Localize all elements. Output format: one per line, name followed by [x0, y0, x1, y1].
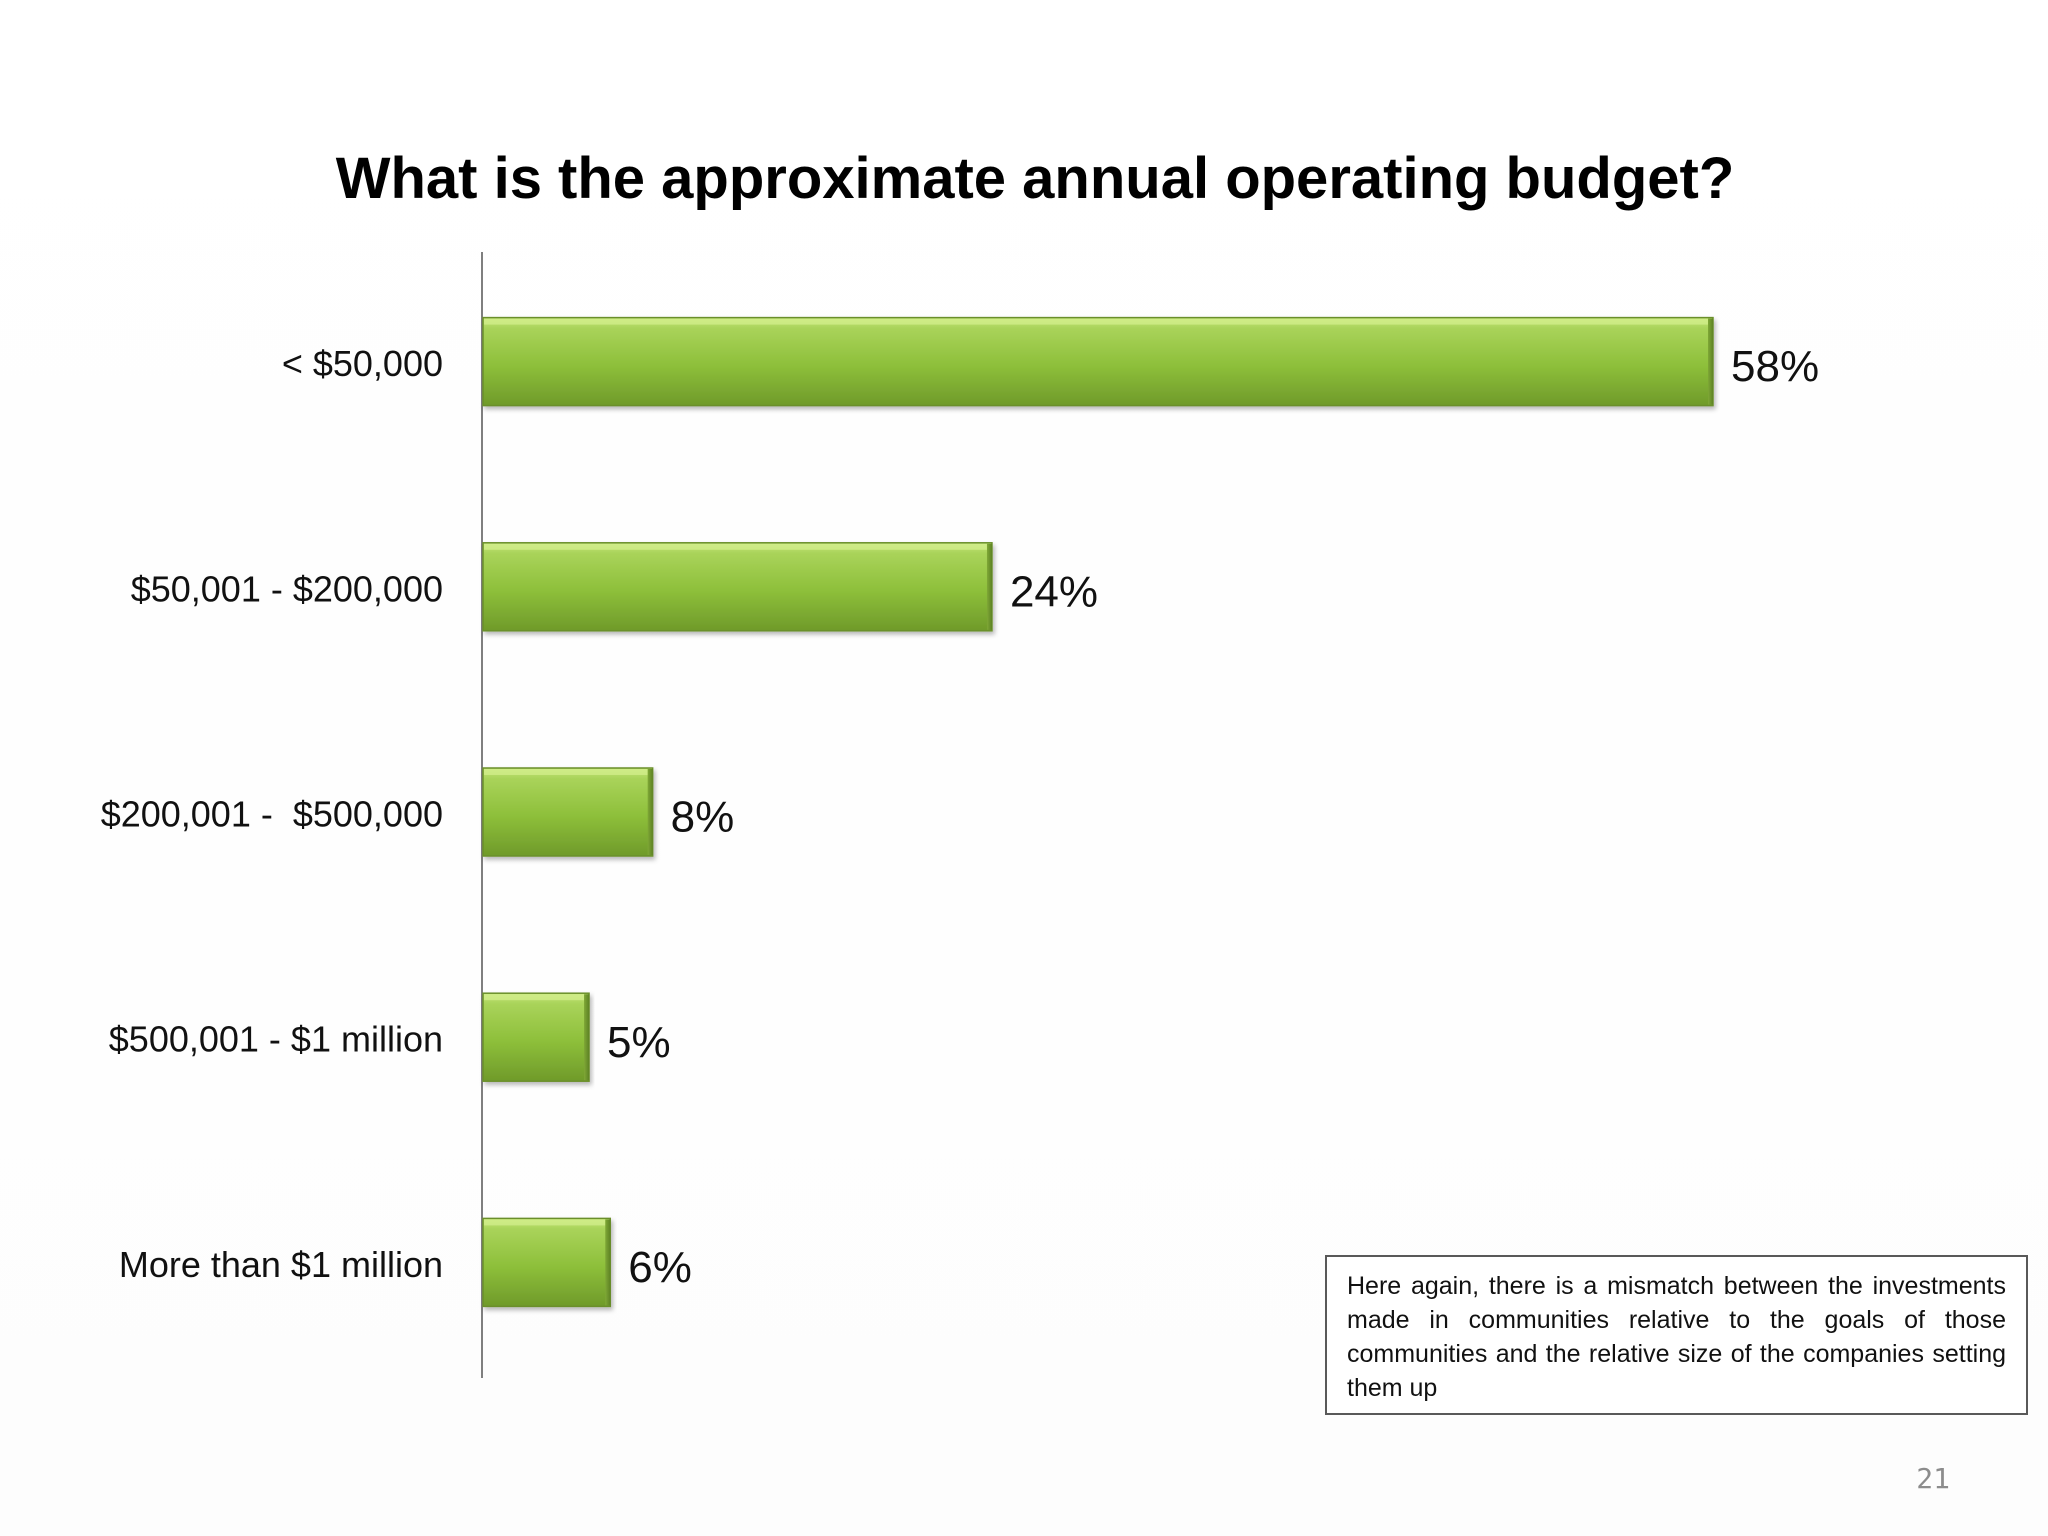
bar-group-500-001-1-million: $500,001 - $1 million 5%	[109, 992, 671, 1082]
chart-title: What is the approximate annual operating…	[336, 146, 1735, 211]
bar-highlight-more-than-1-million	[484, 1219, 610, 1226]
bar-highlight-500-001-1-million	[484, 994, 589, 1001]
page-number: 21	[1916, 1462, 1950, 1495]
bar-highlight-200-001-500-000	[484, 769, 652, 775]
bar-more-than-1-million	[482, 1217, 611, 1308]
bar-200-001-500-000	[482, 767, 654, 857]
bar-group-50-000: < $50,000 58%	[282, 316, 1819, 407]
category-label-50-000: < $50,000	[282, 343, 443, 384]
category-label-more-than-1-million: More than $1 million	[119, 1244, 443, 1285]
data-label-50-001-200-000: 24%	[1010, 567, 1098, 616]
category-label-200-001-500-000: $200,001 - $500,000	[101, 794, 443, 835]
bar-group-50-001-200-000: $50,001 - $200,000 24%	[131, 542, 1098, 632]
bar-group-more-than-1-million: More than $1 million 6%	[119, 1217, 692, 1308]
data-label-more-than-1-million: 6%	[628, 1243, 692, 1292]
category-label-50-001-200-000: $50,001 - $200,000	[131, 568, 443, 609]
annotation-note-text: Here again, there is a mismatch between …	[1347, 1272, 2006, 1402]
data-label-200-001-500-000: 8%	[671, 793, 735, 842]
data-label-500-001-1-million: 5%	[607, 1018, 671, 1067]
bar-highlight-50-000	[484, 318, 1712, 325]
annotation-note: Here again, there is a mismatch between …	[1325, 1255, 2028, 1415]
category-label-500-001-1-million: $500,001 - $1 million	[109, 1019, 443, 1060]
data-label-50-000: 58%	[1731, 342, 1819, 391]
bar-end-cap-more-than-1-million	[605, 1219, 611, 1306]
bar-highlight-50-001-200-000	[484, 543, 991, 550]
bar-50-001-200-000	[482, 542, 993, 632]
bar-500-001-1-million	[482, 992, 590, 1082]
bar-50-000	[482, 316, 1714, 407]
bar-end-cap-50-001-200-000	[986, 543, 992, 630]
bar-end-cap-50-000	[1708, 318, 1713, 405]
bar-group-200-001-500-000: $200,001 - $500,000 8%	[101, 767, 735, 857]
bar-end-cap-200-001-500-000	[647, 769, 653, 855]
bar-end-cap-500-001-1-million	[584, 994, 590, 1081]
